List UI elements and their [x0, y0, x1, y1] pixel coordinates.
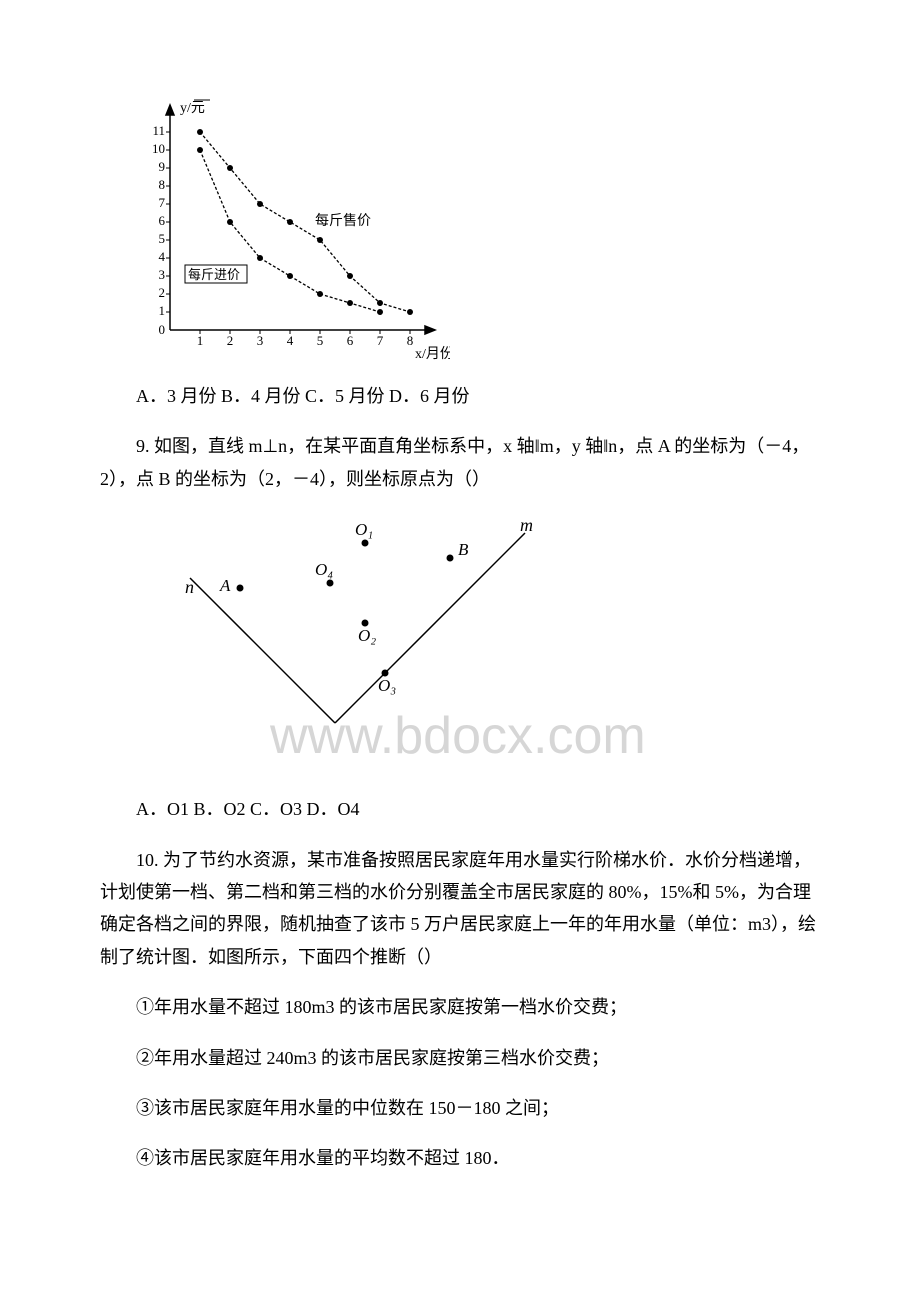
label-o2: O₂	[358, 626, 376, 645]
label-o4: O₄	[315, 560, 333, 579]
svg-text:6: 6	[159, 213, 166, 228]
svg-text:7: 7	[377, 333, 384, 348]
series1-label: 每斤售价	[315, 213, 371, 229]
svg-text:5: 5	[317, 333, 324, 348]
label-b: B	[458, 540, 469, 559]
series-cost-price	[200, 150, 380, 312]
svg-text:9: 9	[159, 159, 166, 174]
price-chart-figure: y/元 0 1 2 3 4 5 6 7 8 9 10 11	[130, 90, 820, 360]
y-axis-label: y/元	[180, 101, 205, 116]
q10-item-2: ②年用水量超过 240m3 的该市居民家庭按第三档水价交费；	[100, 1042, 820, 1074]
line-n	[190, 578, 335, 723]
svg-text:1: 1	[197, 333, 204, 348]
svg-text:8: 8	[159, 177, 166, 192]
label-o3: O₃	[378, 676, 396, 695]
watermark-text: www.bdocx.com	[269, 707, 646, 765]
svg-text:2: 2	[227, 333, 234, 348]
svg-text:11: 11	[152, 123, 165, 138]
svg-text:2: 2	[159, 285, 166, 300]
coordinate-diagram: www.bdocx.com m n O₁ B A O₄ O₂ O₃	[180, 513, 820, 773]
q8-options: A．3 月份 B．4 月份 C．5 月份 D．6 月份	[100, 380, 820, 412]
svg-text:4: 4	[287, 333, 294, 348]
svg-text:4: 4	[159, 249, 166, 264]
series2-label: 每斤进价	[188, 267, 240, 282]
svg-text:7: 7	[159, 195, 166, 210]
svg-text:8: 8	[407, 333, 414, 348]
svg-text:3: 3	[159, 267, 166, 282]
q9-text: 9. 如图，直线 m⊥n，在某平面直角坐标系中，x 轴‖m，y 轴‖n，点 A …	[100, 430, 820, 495]
svg-text:6: 6	[347, 333, 354, 348]
svg-text:3: 3	[257, 333, 264, 348]
q10-item-4: ④该市居民家庭年用水量的平均数不超过 180．	[100, 1142, 820, 1174]
x-axis-label: x/月份	[415, 346, 450, 360]
q9-options: A．O1 B．O2 C．O3 D．O4	[100, 793, 820, 825]
label-n: n	[185, 577, 194, 597]
q10-text: 10. 为了节约水资源，某市准备按照居民家庭年用水量实行阶梯水价．水价分档递增，…	[100, 844, 820, 974]
svg-text:10: 10	[152, 141, 165, 156]
label-a: A	[219, 576, 231, 595]
price-chart-svg: y/元 0 1 2 3 4 5 6 7 8 9 10 11	[130, 90, 450, 360]
coordinate-diagram-svg: www.bdocx.com m n O₁ B A O₄ O₂ O₃	[180, 513, 740, 773]
q10-item-3: ③该市居民家庭年用水量的中位数在 150－180 之间；	[100, 1092, 820, 1124]
label-m: m	[520, 515, 533, 535]
svg-text:1: 1	[159, 303, 166, 318]
label-o1: O₁	[355, 520, 373, 539]
svg-text:0: 0	[159, 322, 166, 337]
q10-item-1: ①年用水量不超过 180m3 的该市居民家庭按第一档水价交费；	[100, 991, 820, 1023]
svg-text:5: 5	[159, 231, 166, 246]
